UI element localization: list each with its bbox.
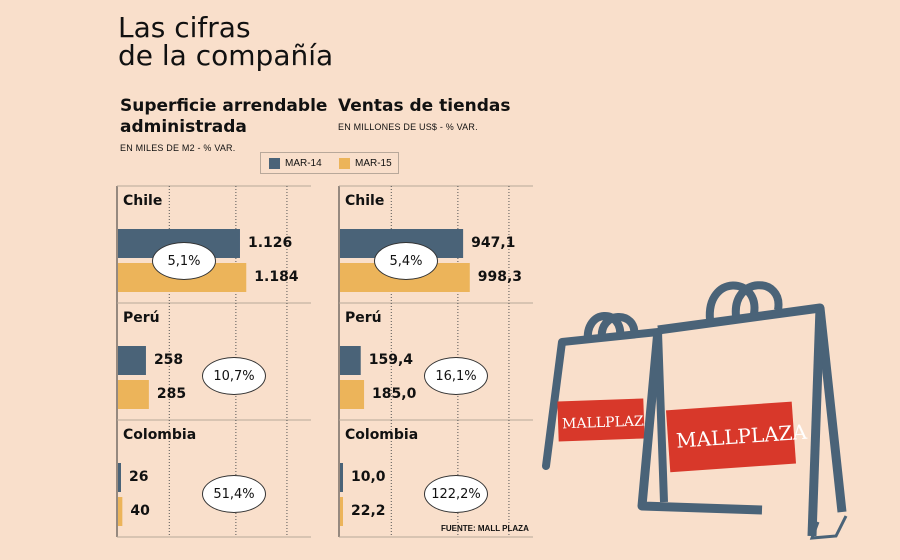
chart2-value-label: 159,4 xyxy=(368,352,414,368)
chart1-value-label: 26 xyxy=(129,469,149,485)
chart2-variation-badge: 5,4% xyxy=(374,242,438,280)
chart1-title-line1: Superficie arrendable xyxy=(120,96,328,116)
chart1-value-label: 40 xyxy=(130,503,150,519)
chart2-bar-colombia-mar-14 xyxy=(340,463,343,492)
chart1-bar-per-mar-15 xyxy=(118,380,149,409)
chart2-title: Ventas de tiendas xyxy=(338,96,510,117)
chart1-value-label: 285 xyxy=(156,386,187,402)
small-bag-icon: MALLPLAZA xyxy=(542,312,668,503)
chart2-value-label: 998,3 xyxy=(477,269,523,285)
chart1-bar-colombia-mar-15 xyxy=(118,497,123,526)
source-note: FUENTE: MALL PLAZA xyxy=(441,524,529,533)
large-bag-icon: MALLPLAZA xyxy=(637,281,848,540)
chart1-category-chile: Chile xyxy=(123,193,163,209)
legend-label-mar15: MAR-15 xyxy=(355,158,392,169)
chart2-bar-colombia-mar-15 xyxy=(340,497,343,526)
page-title-line2: de la compañía xyxy=(118,39,334,72)
chart1-category-per: Perú xyxy=(123,310,160,326)
chart1-value-label: 1.184 xyxy=(254,269,299,285)
small-bag-brand: MALLPLAZA xyxy=(562,413,655,432)
chart2-value-label: 947,1 xyxy=(471,235,516,251)
chart1-variation-badge: 5,1% xyxy=(152,242,216,280)
chart2-category-per: Perú xyxy=(345,310,382,326)
legend-swatch-mar15 xyxy=(339,158,350,169)
chart1-subtitle: EN MILES DE M2 - % VAR. xyxy=(120,143,236,153)
chart1-variation-badge: 51,4% xyxy=(202,475,266,513)
chart1-variation-badge: 10,7% xyxy=(202,357,266,395)
page-title-line1: Las cifras xyxy=(118,11,251,44)
chart2-plot: Chile 947,1 998,3 5,4% Perú 159,4 185,0 16,1% Co… xyxy=(338,185,560,538)
chart2-value-label: 10,0 xyxy=(351,469,386,485)
chart2-subtitle: EN MILLONES DE US$ - % VAR. xyxy=(338,122,478,132)
chart2-variation-badge: 122,2% xyxy=(424,475,488,513)
chart1-svg xyxy=(116,185,311,538)
chart2-value-label: 22,2 xyxy=(351,503,386,519)
chart1-bar-per-mar-14 xyxy=(118,346,146,375)
chart2-category-chile: Chile xyxy=(345,193,385,209)
chart2-bar-per-mar-15 xyxy=(340,380,365,409)
chart1-plot: Chile 1.126 1.184 5,1% Perú 258 285 10,7% Colomb… xyxy=(116,185,338,538)
chart1-category-colombia: Colombia xyxy=(123,427,197,443)
chart1-value-label: 258 xyxy=(153,352,184,368)
legend-label-mar14: MAR-14 xyxy=(285,158,322,169)
shopping-bags-icon: MALLPLAZA MALLPLAZA xyxy=(542,281,848,540)
chart2-value-label: 185,0 xyxy=(372,386,417,402)
chart1-value-label: 1.126 xyxy=(247,235,293,251)
chart2-title-line1: Ventas de tiendas xyxy=(338,96,511,116)
chart2-bar-per-mar-14 xyxy=(340,346,361,375)
chart1-title-line2: administrada xyxy=(120,117,247,137)
chart2-variation-badge: 16,1% xyxy=(424,357,488,395)
chart2-category-colombia: Colombia xyxy=(345,427,419,443)
legend-swatch-mar14 xyxy=(269,158,280,169)
page-title: Las cifras de la compañía xyxy=(118,14,333,70)
chart1-bar-colombia-mar-14 xyxy=(118,463,121,492)
chart1-title: Superficie arrendable administrada xyxy=(120,96,327,138)
legend: MAR-14 MAR-15 xyxy=(260,152,399,174)
